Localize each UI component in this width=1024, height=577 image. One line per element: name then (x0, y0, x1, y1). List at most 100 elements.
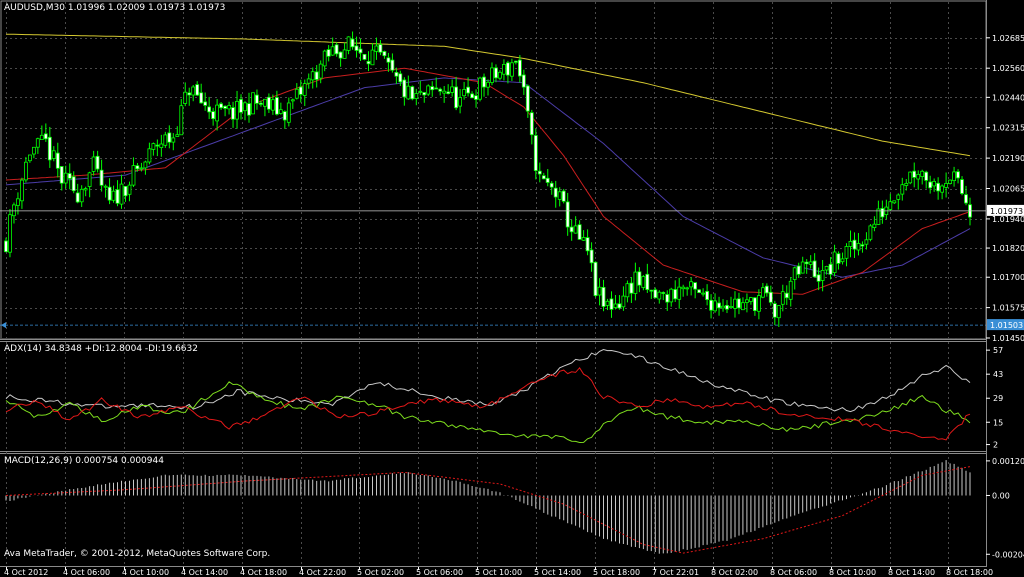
candle (840, 252, 845, 265)
candle (131, 157, 136, 188)
candle (231, 101, 235, 128)
candle (370, 43, 375, 66)
candle (501, 59, 506, 81)
candle (900, 177, 905, 201)
candle (549, 181, 554, 195)
candle (605, 298, 610, 311)
candle (8, 208, 12, 258)
time-tick-label: 4 Oct 14:00 (181, 568, 228, 577)
candle (514, 60, 518, 65)
candle (956, 169, 960, 184)
time-tick-label: 8 Oct 06:00 (770, 568, 817, 577)
candle (784, 285, 789, 305)
adx-panel-title: ADX(14) 34.8348 +DI:12.8004 -DI:19.6632 (4, 344, 198, 354)
candle (322, 49, 327, 72)
candle (545, 169, 550, 187)
candle (310, 67, 315, 89)
time-tick-label: 7 Oct 22:01 (652, 568, 699, 577)
candle (844, 243, 849, 267)
candle (561, 188, 566, 204)
candle (689, 277, 693, 296)
candle (757, 289, 761, 320)
candle (601, 279, 606, 312)
current-price-label: 1.01973 (990, 207, 1023, 216)
candle (693, 282, 697, 299)
candle (266, 93, 271, 113)
candle (482, 73, 486, 97)
time-tick-label: 4 Oct 10:00 (122, 568, 169, 577)
candle (796, 262, 801, 279)
moving-average-long (6, 33, 971, 157)
candle (761, 282, 765, 299)
candle (43, 123, 48, 142)
price-tick-label: 1.01940 (992, 215, 1024, 224)
candle (318, 60, 323, 84)
candle (410, 85, 415, 101)
candle (629, 277, 634, 303)
candle (832, 244, 837, 277)
time-tick-label: 8 Oct 14:00 (888, 568, 935, 577)
macd-tick-label: 0.00 (992, 492, 1010, 501)
candle (386, 52, 391, 72)
candle (67, 163, 72, 190)
macd-tick-label: 0.00120 (992, 457, 1024, 466)
candle (326, 45, 331, 62)
adx-panel (5, 348, 971, 444)
candle (677, 277, 682, 309)
candle (426, 84, 431, 97)
candle (227, 101, 232, 115)
candle (382, 50, 387, 59)
time-tick-label: 5 Oct 18:00 (593, 568, 640, 577)
price-tick-label: 1.01700 (992, 273, 1024, 282)
candle (860, 241, 865, 253)
candle (924, 170, 929, 189)
candle (864, 232, 869, 250)
candle (99, 159, 104, 192)
candle (282, 110, 287, 129)
candle (824, 265, 829, 275)
time-tick-label: 4 Oct 22:00 (299, 568, 346, 577)
candle (247, 92, 251, 123)
candle (342, 42, 347, 59)
candle (454, 76, 459, 111)
time-tick-label: 5 Oct 06:00 (416, 568, 463, 577)
candle (23, 156, 28, 183)
candle (916, 170, 921, 190)
candle (697, 289, 701, 294)
candle (79, 185, 84, 207)
candle (215, 98, 220, 131)
time-tick-label: 4 Oct 06:00 (63, 568, 110, 577)
candle (908, 171, 913, 185)
candle (681, 284, 686, 297)
candle (59, 166, 64, 191)
candle (87, 171, 92, 198)
candle (19, 177, 24, 209)
candle (509, 58, 514, 81)
candle (243, 101, 247, 121)
candle (187, 87, 192, 106)
candle (47, 126, 52, 168)
candle (912, 162, 917, 188)
candle (836, 251, 841, 270)
candle (856, 233, 861, 256)
plus-di-line (5, 381, 971, 444)
candle (529, 109, 534, 145)
candle (733, 291, 737, 318)
candle (581, 230, 586, 241)
candle (398, 70, 403, 86)
candle (617, 295, 622, 310)
candle (661, 291, 666, 301)
candle (298, 79, 303, 103)
time-tick-label: 5 Oct 10:00 (475, 568, 522, 577)
candle (75, 183, 80, 204)
candle (713, 293, 717, 313)
time-tick-label: 8 Oct 18:00 (946, 568, 993, 577)
candle (808, 255, 813, 269)
candle (251, 92, 255, 115)
candle (776, 305, 781, 328)
candle (621, 286, 626, 311)
candle (115, 180, 120, 207)
candle (127, 181, 132, 202)
